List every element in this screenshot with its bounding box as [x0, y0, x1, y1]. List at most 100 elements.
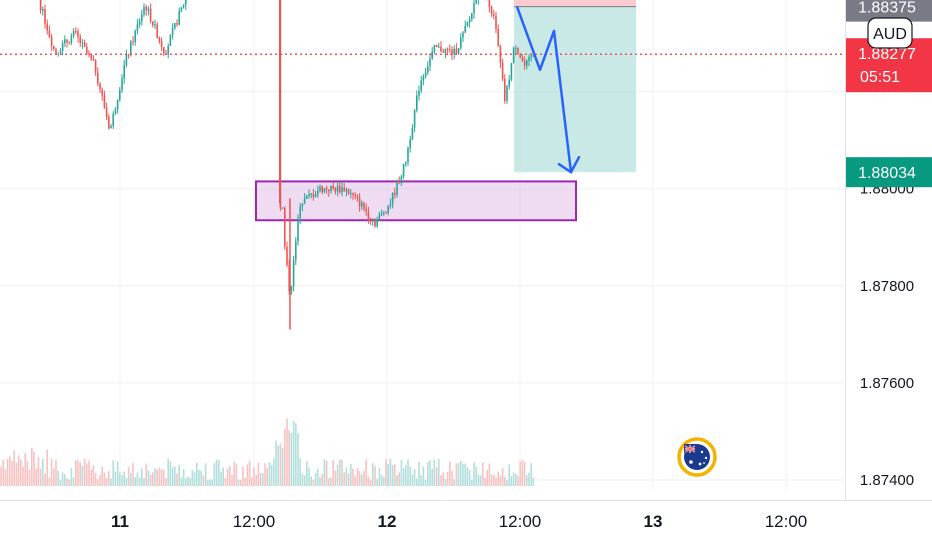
volume-bar: [303, 475, 306, 486]
volume-bar: [361, 474, 363, 486]
candle-body: [418, 90, 420, 96]
volume-bar: [523, 461, 526, 486]
volume-bar: [218, 460, 220, 486]
candle-body: [378, 214, 381, 220]
volume-bar: [339, 459, 341, 486]
candle-body: [59, 50, 62, 53]
volume-bar: [0, 466, 2, 486]
volume-bar: [440, 475, 442, 486]
volume-bars: [0, 418, 535, 486]
volume-bar: [149, 474, 152, 486]
candle-body: [363, 202, 365, 209]
volume-bar: [17, 455, 20, 486]
currency-badge[interactable]: AUD: [867, 17, 913, 49]
candle-body: [88, 52, 90, 55]
candle-body: [453, 48, 455, 55]
candle-body: [281, 208, 284, 210]
candle-body: [400, 176, 403, 183]
volume-bar: [244, 477, 246, 486]
volume-bar: [4, 469, 7, 486]
volume-bar: [358, 471, 361, 486]
position-tool[interactable]: [514, 0, 636, 173]
candle-body: [299, 206, 301, 219]
volume-bar: [57, 470, 59, 486]
volume-bar: [196, 462, 198, 486]
volume-bar: [490, 474, 493, 486]
candle-body: [457, 48, 460, 54]
volume-bar: [176, 473, 178, 486]
candle-body: [464, 25, 466, 33]
volume-bar: [257, 462, 260, 486]
volume-bar: [264, 463, 266, 486]
volume-bar: [147, 470, 150, 486]
candle-body: [495, 15, 497, 30]
volume-bar: [308, 468, 310, 486]
volume-bar: [508, 464, 510, 486]
volume-bar: [435, 467, 438, 486]
australia-flag-icon[interactable]: [677, 437, 717, 477]
price-tag-label: 1.88375: [858, 0, 916, 17]
volume-bar: [39, 468, 42, 486]
candle-body: [413, 109, 416, 128]
candle-body: [343, 187, 345, 192]
volume-bar: [61, 472, 64, 486]
volume-bar: [141, 468, 143, 486]
candle-body: [488, 0, 491, 7]
volume-bar: [275, 440, 277, 486]
candle-body: [174, 22, 176, 29]
volume-bar: [79, 462, 81, 486]
time-axis[interactable]: 11 12:00 12 12:00 13 12:00: [0, 500, 932, 532]
candle-body: [407, 147, 409, 163]
volume-bar: [48, 477, 51, 486]
volume-bar: [477, 474, 480, 486]
volume-bar: [259, 473, 262, 486]
candle-body: [55, 48, 57, 54]
volume-bar: [99, 474, 101, 486]
candle-body: [365, 208, 367, 212]
overlays[interactable]: [0, 0, 845, 174]
candle-body: [532, 55, 535, 57]
currency-badge-label: AUD: [873, 26, 907, 43]
volume-bar: [248, 460, 251, 486]
zones[interactable]: [236, 0, 628, 222]
volume-bar: [383, 476, 385, 486]
volume-bar: [323, 459, 326, 486]
volume-bar: [97, 479, 99, 486]
volume-bar: [314, 473, 317, 486]
candle-body: [90, 54, 92, 59]
candle-body: [57, 52, 59, 54]
volume-bar: [165, 478, 167, 486]
volume-bar: [187, 476, 189, 486]
candle-body: [526, 60, 528, 66]
volume-bar: [229, 466, 231, 486]
volume-bar: [189, 477, 191, 486]
volume-bar: [125, 478, 128, 486]
volume-bar: [464, 463, 466, 486]
volume-bar: [134, 477, 136, 486]
volume-bar: [400, 460, 403, 486]
candle-body: [435, 45, 438, 47]
volume-bar: [292, 420, 295, 486]
volume-bar: [363, 470, 365, 486]
candle-body: [427, 66, 429, 73]
candle-body: [99, 83, 101, 90]
volume-bar: [20, 459, 22, 486]
candle-body: [114, 109, 117, 114]
candle-body: [103, 95, 106, 108]
stop-loss-zone: [514, 0, 636, 7]
candle-body: [110, 125, 112, 129]
volume-bar: [193, 472, 196, 486]
time-tick-label: 13: [644, 512, 663, 531]
candle-body: [409, 139, 411, 148]
volume-bar: [429, 460, 431, 486]
price-tick-label: 1.87600: [860, 375, 914, 392]
volume-bar: [286, 418, 288, 486]
volume-bar: [105, 478, 108, 486]
volume-bar: [215, 459, 218, 486]
candle-body: [339, 186, 341, 193]
candle-body: [468, 19, 471, 23]
candle-body: [310, 193, 312, 195]
volume-bar: [101, 466, 103, 486]
